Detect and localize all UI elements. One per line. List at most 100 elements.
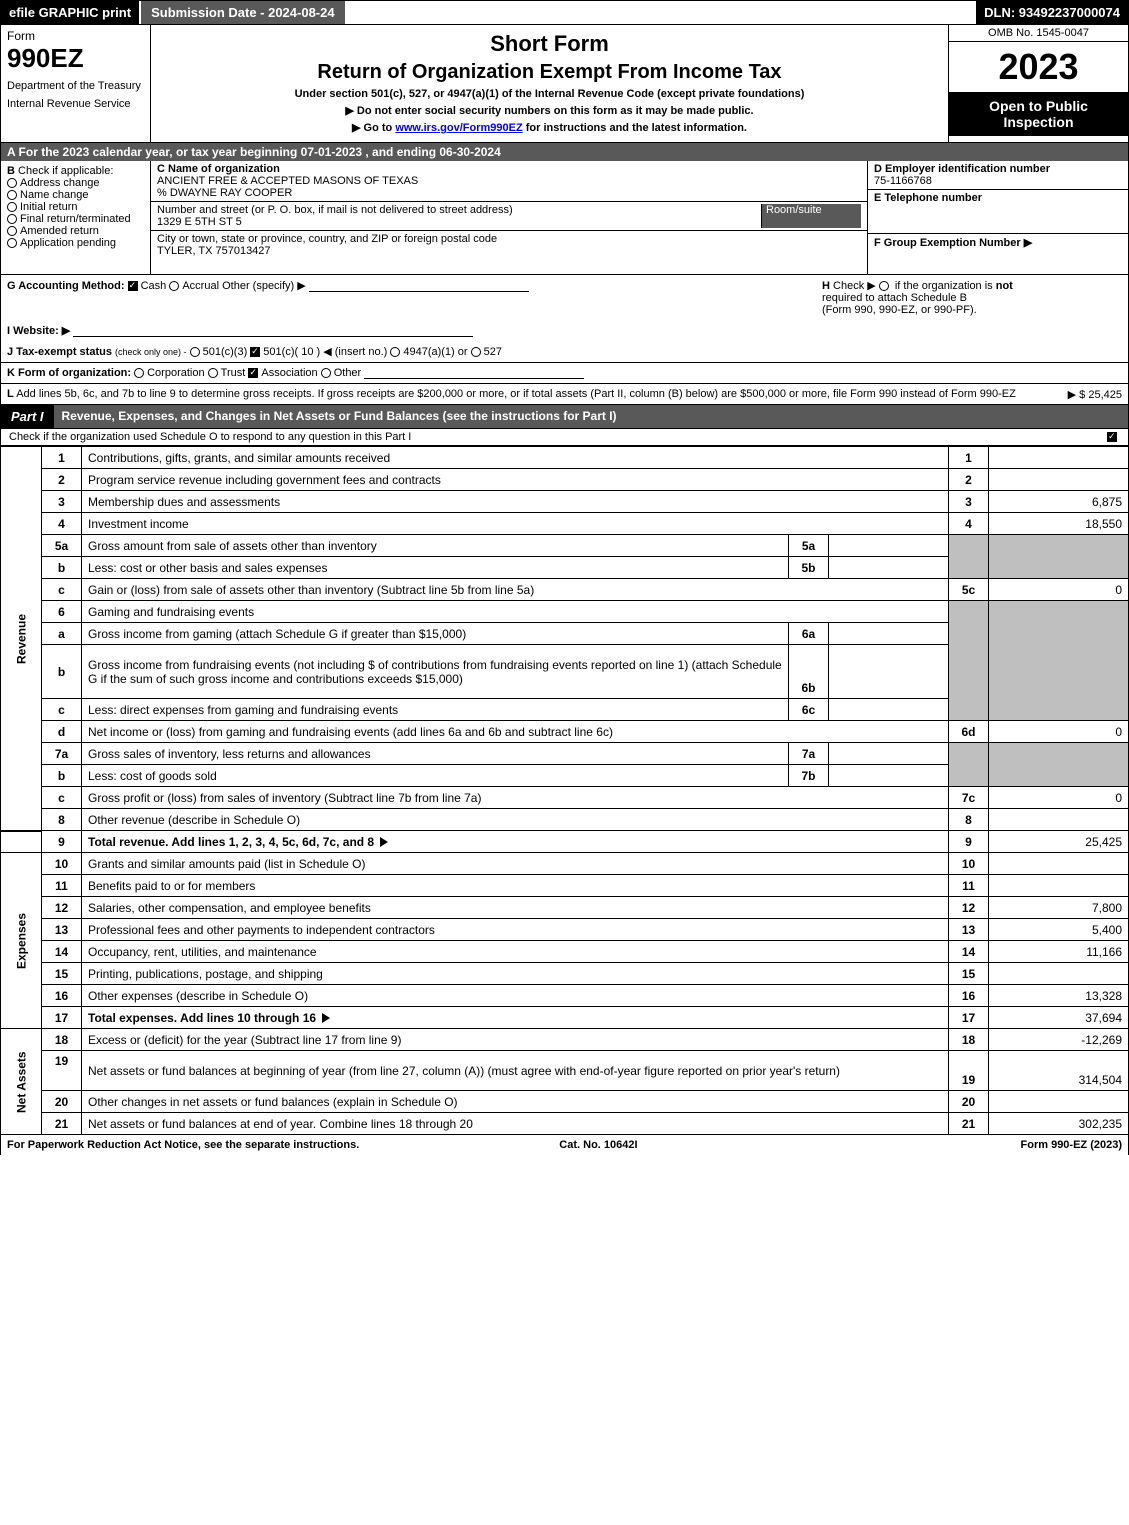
sub-line-amount	[829, 557, 949, 579]
line-desc: Less: direct expenses from gaming and fu…	[82, 699, 789, 721]
line-num: c	[42, 579, 82, 601]
line-ref: 10	[949, 853, 989, 875]
total-rev-text: Total revenue. Add lines 1, 2, 3, 4, 5c,…	[88, 835, 374, 849]
part1-table: Revenue 1 Contributions, gifts, grants, …	[0, 446, 1129, 1135]
line-desc: Occupancy, rent, utilities, and maintena…	[82, 941, 949, 963]
opt-other: Other	[334, 367, 362, 379]
line-ref: 9	[949, 831, 989, 853]
part1-sub-text: Check if the organization used Schedule …	[9, 431, 411, 443]
line-desc: Program service revenue including govern…	[82, 469, 949, 491]
radio-icon[interactable]	[7, 214, 17, 224]
line-desc: Gross income from fundraising events (no…	[82, 645, 789, 699]
line-num: 20	[42, 1091, 82, 1113]
line-desc: Less: cost of goods sold	[82, 765, 789, 787]
radio-527[interactable]	[471, 347, 481, 357]
line-amount: 314,504	[989, 1051, 1129, 1091]
checkbox-501c[interactable]	[250, 347, 260, 357]
h-sub3: (Form 990, 990-EZ, or 990-PF).	[822, 304, 977, 316]
line-desc: Net assets or fund balances at end of ye…	[82, 1113, 949, 1135]
sub-line-num: 6a	[789, 623, 829, 645]
opt-initial-return: Initial return	[7, 201, 144, 213]
sub-line-num: 5b	[789, 557, 829, 579]
row-bcdef: B Check if applicable: Address change Na…	[0, 161, 1129, 275]
shaded-cell	[989, 601, 1129, 721]
irs-link[interactable]: www.irs.gov/Form990EZ	[395, 122, 522, 134]
part1-header: Part I Revenue, Expenses, and Changes in…	[0, 405, 1129, 429]
header-sub1: Under section 501(c), 527, or 4947(a)(1)…	[157, 88, 942, 100]
sub-line-amount	[829, 623, 949, 645]
l-text: Add lines 5b, 6c, and 7b to line 9 to de…	[16, 388, 1016, 400]
name-label: C Name of organization	[157, 163, 861, 175]
line-num: 9	[42, 831, 82, 853]
phone-label: E Telephone number	[874, 192, 1122, 204]
street-label: Number and street (or P. O. box, if mail…	[157, 204, 761, 216]
radio-trust[interactable]	[208, 368, 218, 378]
opt-4947: 4947(a)(1) or	[403, 346, 467, 358]
radio-other[interactable]	[321, 368, 331, 378]
line-ref: 7c	[949, 787, 989, 809]
line-desc: Grants and similar amounts paid (list in…	[82, 853, 949, 875]
line-amount: 13,328	[989, 985, 1129, 1007]
line-ref: 18	[949, 1029, 989, 1051]
submission-date-label: Submission Date - 2024-08-24	[139, 1, 345, 24]
radio-501c3[interactable]	[190, 347, 200, 357]
radio-4947[interactable]	[390, 347, 400, 357]
h-sub2: required to attach Schedule B	[822, 292, 967, 304]
line-num: 17	[42, 1007, 82, 1029]
checkbox-assoc[interactable]	[248, 368, 258, 378]
line-ref: 17	[949, 1007, 989, 1029]
shaded-cell	[949, 743, 989, 787]
line-amount	[989, 853, 1129, 875]
radio-h[interactable]	[879, 281, 889, 291]
website-line	[73, 325, 473, 337]
line-num: 8	[42, 809, 82, 831]
radio-icon[interactable]	[7, 178, 17, 188]
line-desc: Net assets or fund balances at beginning…	[82, 1051, 949, 1091]
line-amount: 0	[989, 787, 1129, 809]
line-num: 3	[42, 491, 82, 513]
opt-501c: 501(c)( 10 ) ◀ (insert no.)	[263, 346, 387, 358]
section-a: A For the 2023 calendar year, or tax yea…	[0, 143, 1129, 161]
header-sub3: ▶ Go to www.irs.gov/Form990EZ for instru…	[157, 121, 942, 134]
radio-accrual[interactable]	[169, 281, 179, 291]
checkbox-cash[interactable]	[128, 281, 138, 291]
radio-icon[interactable]	[7, 202, 17, 212]
line-ref: 20	[949, 1091, 989, 1113]
website-label: I Website: ▶	[7, 325, 70, 337]
radio-icon[interactable]	[7, 226, 17, 236]
city-value: TYLER, TX 757013427	[157, 245, 861, 257]
section-l: L Add lines 5b, 6c, and 7b to line 9 to …	[0, 384, 1129, 405]
dept-treasury: Department of the Treasury	[7, 80, 144, 92]
city-label: City or town, state or province, country…	[157, 233, 861, 245]
efile-print-label[interactable]: efile GRAPHIC print	[1, 1, 139, 24]
line-desc: Investment income	[82, 513, 949, 535]
line-num: 6	[42, 601, 82, 623]
line-num: 13	[42, 919, 82, 941]
opt-label: Final return/terminated	[20, 213, 131, 225]
line-amount	[989, 469, 1129, 491]
sub-line-num: 6c	[789, 699, 829, 721]
g-label: G Accounting Method:	[7, 280, 125, 292]
sub-line-num: 7a	[789, 743, 829, 765]
line-ref: 1	[949, 447, 989, 469]
line-num: 12	[42, 897, 82, 919]
part1-title: Revenue, Expenses, and Changes in Net As…	[54, 405, 1128, 428]
section-gh-row: G Accounting Method: Cash Accrual Other …	[0, 275, 1129, 320]
section-f: F Group Exemption Number ▶	[868, 234, 1128, 274]
line-num: 10	[42, 853, 82, 875]
section-b-header: B Check if applicable:	[7, 165, 144, 177]
line-desc: Gross income from gaming (attach Schedul…	[82, 623, 789, 645]
radio-icon[interactable]	[7, 190, 17, 200]
opt-name-change: Name change	[7, 189, 144, 201]
checkbox-schedule-o[interactable]	[1107, 432, 1117, 442]
radio-corp[interactable]	[134, 368, 144, 378]
opt-final-return: Final return/terminated	[7, 213, 144, 225]
line-num: b	[42, 557, 82, 579]
footer-mid: Cat. No. 10642I	[559, 1139, 637, 1151]
line-desc: Gaming and fundraising events	[82, 601, 949, 623]
h-check: Check ▶	[833, 280, 876, 292]
radio-icon[interactable]	[7, 238, 17, 248]
line-num: b	[42, 645, 82, 699]
form-header: Form 990EZ Department of the Treasury In…	[0, 25, 1129, 143]
group-exemption-label: F Group Exemption Number ▶	[874, 236, 1122, 249]
